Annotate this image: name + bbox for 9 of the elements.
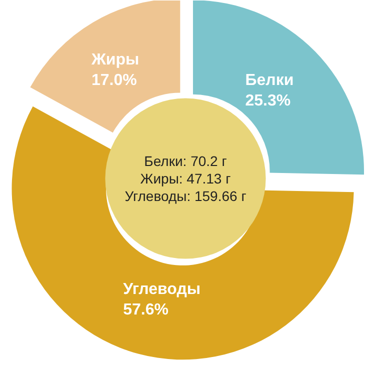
text: Жиры: 47.13 г [140, 170, 231, 187]
text: Углеводы: 159.66 г [124, 188, 246, 204]
slice-label: Жиры [90, 52, 140, 69]
data-label: 25.3% [245, 92, 291, 110]
data-label: 57.6% [123, 302, 168, 319]
slice-label: Белки [245, 72, 294, 89]
data-label: 17.0% [91, 72, 137, 90]
text: Белки: 70.2 г [144, 153, 227, 170]
slice-label: Углеводы [123, 281, 201, 298]
